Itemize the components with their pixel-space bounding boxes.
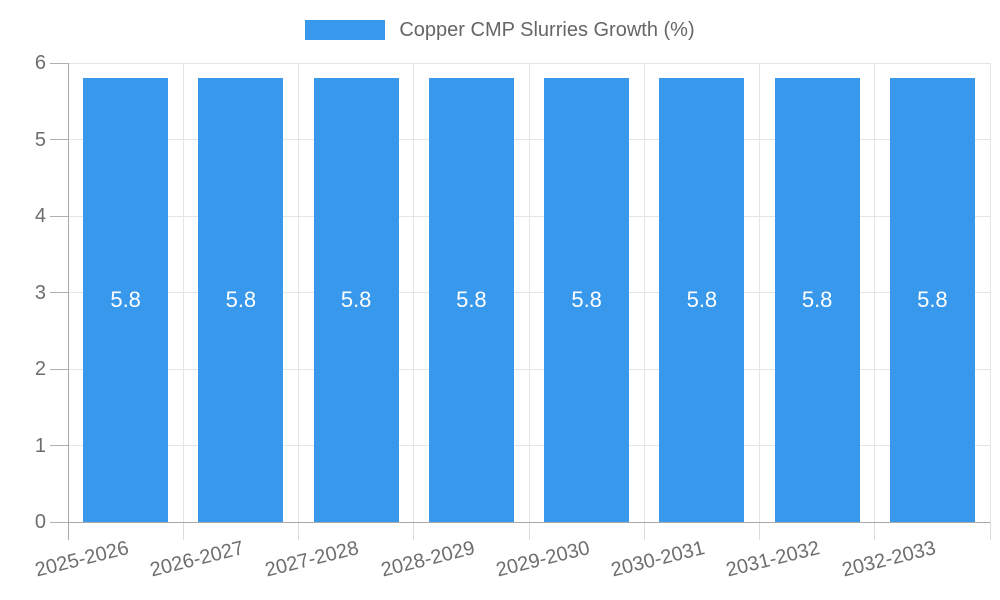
x-axis-line — [68, 521, 990, 523]
gridline-v — [413, 63, 415, 522]
x-tick-mark — [528, 522, 530, 540]
y-tick-mark — [50, 521, 68, 523]
gridline-v — [874, 63, 876, 522]
y-axis-tick-label: 6 — [34, 52, 46, 74]
bar-2025-2026: 5.8 — [83, 78, 169, 522]
y-tick-mark — [50, 215, 68, 217]
x-axis-tick-label: 2025-2026 — [32, 537, 131, 582]
y-tick-mark — [50, 62, 68, 64]
y-axis-tick-label: 3 — [34, 281, 46, 304]
chart-legend: Copper CMP Slurries Growth (%) — [0, 18, 1000, 42]
bar-value-label: 5.8 — [917, 287, 948, 313]
x-axis-tick-label: 2030-2031 — [609, 537, 708, 582]
x-tick-mark — [182, 522, 184, 540]
y-tick-mark — [50, 445, 68, 446]
y-axis-tick-label: 1 — [34, 434, 46, 457]
y-axis-tick-label: 0 — [34, 511, 46, 533]
bar-2030-2031: 5.8 — [659, 78, 745, 522]
x-tick-mark — [298, 522, 299, 540]
x-axis-tick-label: 2032-2033 — [839, 537, 938, 582]
x-axis-tick-label: 2027-2028 — [263, 537, 362, 582]
y-axis-tick-label: 4 — [34, 205, 46, 227]
y-tick-mark — [50, 292, 68, 293]
bar-value-label: 5.8 — [225, 287, 257, 313]
bar-2028-2029: 5.8 — [428, 78, 514, 522]
bar-value-label: 5.8 — [801, 287, 833, 313]
y-tick-mark — [50, 368, 68, 370]
gridline-v — [643, 63, 645, 522]
bar-value-label: 5.8 — [110, 287, 141, 313]
x-axis-tick-label: 2028-2029 — [378, 537, 477, 582]
legend-label: Copper CMP Slurries Growth (%) — [399, 19, 695, 41]
bar-value-label: 5.8 — [686, 287, 718, 313]
bar-2032-2033: 5.8 — [889, 78, 975, 522]
bar-value-label: 5.8 — [340, 287, 372, 313]
bar-value-label: 5.8 — [571, 287, 602, 313]
bar-2026-2027: 5.8 — [198, 78, 284, 522]
legend-swatch-icon — [305, 20, 386, 40]
x-tick-mark — [759, 522, 760, 540]
y-tick-mark — [50, 139, 68, 140]
gridline-v — [298, 63, 299, 522]
x-tick-mark — [989, 522, 991, 540]
gridline-v — [528, 63, 530, 522]
gridline-v — [182, 63, 184, 522]
x-tick-mark — [643, 522, 645, 540]
x-tick-mark — [874, 522, 876, 540]
x-axis-tick-label: 2029-2030 — [493, 537, 592, 582]
y-axis-line — [67, 63, 69, 522]
gridline-v — [759, 63, 760, 522]
bar-2029-2030: 5.8 — [544, 78, 630, 522]
legend-item-copper-cmp-slurries[interactable]: Copper CMP Slurries Growth (%) — [305, 18, 695, 42]
x-tick-mark — [413, 522, 415, 540]
y-axis-tick-label: 5 — [34, 128, 46, 151]
x-tick-mark — [67, 522, 69, 540]
x-axis-tick-label: 2026-2027 — [148, 537, 247, 582]
y-axis-tick-label: 2 — [34, 358, 46, 380]
bar-2031-2032: 5.8 — [774, 78, 860, 522]
gridline-v — [989, 63, 991, 522]
x-axis-tick-label: 2031-2032 — [724, 537, 823, 582]
bar-2027-2028: 5.8 — [313, 78, 399, 522]
bar-value-label: 5.8 — [456, 287, 487, 313]
